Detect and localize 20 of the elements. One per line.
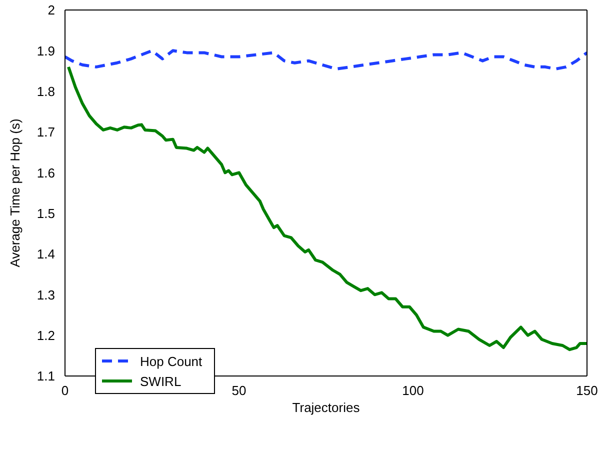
y-tick-label: 1.4 xyxy=(36,246,55,262)
x-tick-label: 50 xyxy=(232,383,246,398)
y-axis-title: Average Time per Hop (s) xyxy=(8,118,23,268)
x-tick-label: 0 xyxy=(61,383,69,398)
y-tick-label: 1.9 xyxy=(36,43,55,58)
y-tick-label: 1.3 xyxy=(36,287,55,302)
line-series xyxy=(66,65,587,352)
y-tick-label: 1.6 xyxy=(36,165,55,180)
y-tick-label: 1.5 xyxy=(36,206,55,221)
x-tick-label: 150 xyxy=(576,383,598,398)
y-tick-label: 1.2 xyxy=(36,328,55,343)
y-tick-label: 1.7 xyxy=(36,124,55,140)
y-tick-label: 2 xyxy=(48,2,55,18)
line-series xyxy=(65,49,587,70)
legend-label: Hop Count xyxy=(140,354,202,368)
x-axis-title: Trajectories xyxy=(292,400,360,415)
legend-label: SWIRL xyxy=(140,374,182,388)
x-tick-label: 100 xyxy=(402,383,424,398)
y-tick-label: 1.8 xyxy=(36,84,55,99)
y-tick-label: 1.1 xyxy=(36,368,55,384)
